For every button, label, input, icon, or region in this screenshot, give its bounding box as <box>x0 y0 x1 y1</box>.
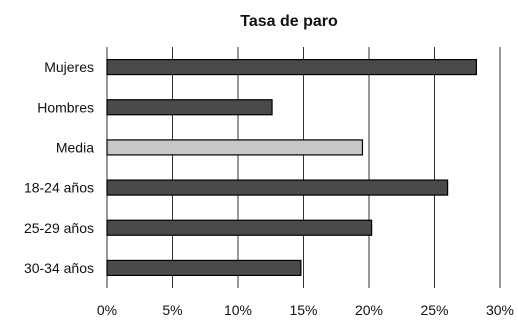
category-labels: Mujeres Hombres Media 18-24 años 25-29 años 3… <box>24 59 94 276</box>
grid-lines <box>106 47 501 288</box>
category-label-1: Hombres <box>37 99 94 115</box>
bar-2 <box>106 139 364 156</box>
category-label-4: 25-29 años <box>24 220 94 236</box>
category-label-3: 18-24 años <box>24 180 94 196</box>
x-tick-label-0: 0% <box>97 302 117 318</box>
bar-4 <box>106 219 373 236</box>
bar-5 <box>106 259 302 277</box>
chart-title: Tasa de paro <box>240 13 338 30</box>
x-tick-label-5: 25% <box>420 302 448 318</box>
x-tick-label-3: 15% <box>289 302 317 318</box>
bars <box>106 58 478 277</box>
bar-1 <box>106 99 273 116</box>
x-tick-label-6: 30% <box>486 302 514 318</box>
category-label-5: 30-34 años <box>24 260 94 276</box>
category-label-0: Mujeres <box>44 59 94 75</box>
x-axis-tick-labels: 0% 5% 10% 15% 20% 25% 30% <box>97 302 514 318</box>
x-tick-label-1: 5% <box>162 302 182 318</box>
bar-3 <box>106 179 449 196</box>
x-tick-label-2: 10% <box>224 302 252 318</box>
bar-0 <box>106 58 478 76</box>
category-label-2: Media <box>56 139 94 155</box>
x-tick-label-4: 20% <box>355 302 383 318</box>
